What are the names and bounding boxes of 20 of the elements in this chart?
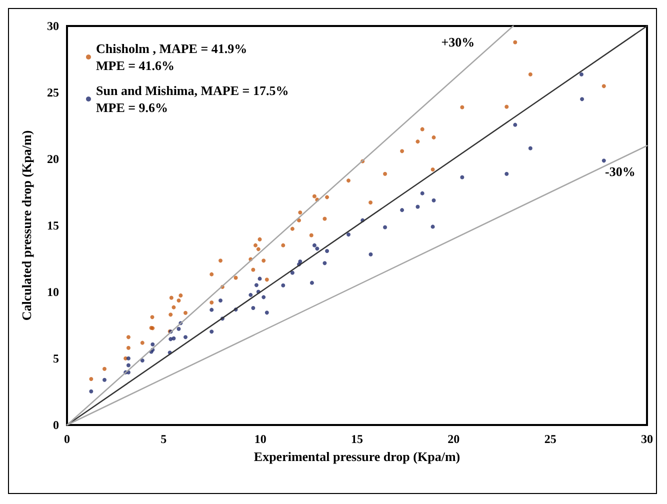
y-tick-label: 0 bbox=[53, 418, 59, 432]
x-tick-label: 15 bbox=[351, 432, 363, 446]
x-tick-label: 25 bbox=[544, 432, 556, 446]
x-tick-label: 10 bbox=[254, 432, 266, 446]
y-tick-label: 25 bbox=[47, 86, 59, 100]
y-tick-label: 30 bbox=[47, 19, 59, 33]
y-tick-label: 15 bbox=[47, 218, 59, 232]
x-axis-title: Experimental pressure drop (Kpa/m) bbox=[254, 448, 460, 464]
x-tick-label: 5 bbox=[160, 432, 167, 446]
x-tick-label: 20 bbox=[448, 432, 460, 446]
series-label: +30% bbox=[441, 34, 475, 50]
series-label: -30% bbox=[605, 164, 636, 180]
x-tick-label: 30 bbox=[641, 432, 653, 446]
y-tick-label: 20 bbox=[47, 152, 59, 166]
y-tick-label: 5 bbox=[53, 352, 59, 366]
legend-label: Sun and Mishima, MAPE = 17.5% MPE = 9.6% bbox=[96, 83, 289, 115]
x-tick-label: 0 bbox=[64, 432, 70, 446]
legend-label: Chisholm , MAPE = 41.9% MPE = 41.6% bbox=[96, 41, 248, 73]
y-tick-label: 10 bbox=[47, 285, 59, 299]
y-axis-title: Calculated pressure drop (Kpa/m) bbox=[19, 130, 34, 321]
